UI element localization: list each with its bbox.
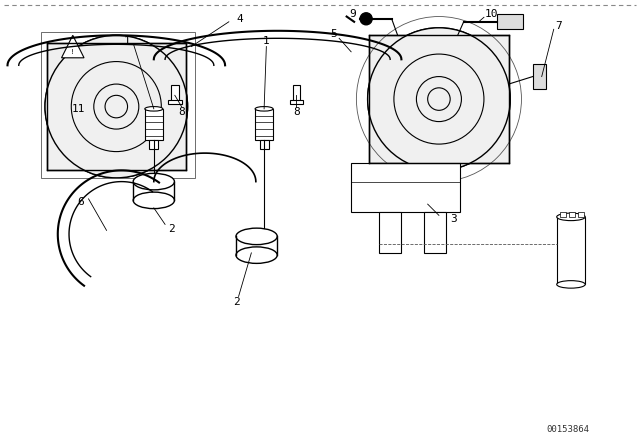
- Text: 11: 11: [72, 104, 86, 114]
- Bar: [145, 109, 163, 140]
- Text: 7: 7: [556, 22, 563, 31]
- Bar: [560, 212, 566, 217]
- Bar: [260, 140, 269, 149]
- Bar: [171, 85, 179, 101]
- Ellipse shape: [145, 107, 163, 111]
- Text: 8: 8: [293, 107, 300, 117]
- Text: 3: 3: [451, 214, 458, 224]
- Text: 00153864: 00153864: [546, 426, 589, 435]
- Text: 2: 2: [233, 297, 240, 306]
- Text: 9: 9: [349, 9, 356, 19]
- Text: 5: 5: [330, 29, 337, 39]
- Ellipse shape: [236, 247, 277, 263]
- Text: 8: 8: [178, 107, 185, 117]
- Bar: [47, 43, 186, 170]
- Ellipse shape: [557, 280, 585, 288]
- Text: 1: 1: [124, 36, 131, 46]
- Ellipse shape: [236, 228, 277, 245]
- Bar: [532, 64, 546, 89]
- Text: !: !: [71, 49, 74, 55]
- Bar: [379, 211, 401, 253]
- Text: 10: 10: [484, 9, 498, 19]
- Bar: [168, 100, 182, 104]
- Text: 2: 2: [168, 224, 175, 234]
- Bar: [569, 212, 575, 217]
- Text: 4: 4: [237, 14, 243, 24]
- Bar: [424, 211, 447, 253]
- Bar: [557, 217, 585, 284]
- Polygon shape: [61, 35, 84, 58]
- Circle shape: [360, 13, 372, 25]
- Bar: [41, 31, 195, 178]
- Circle shape: [45, 35, 188, 178]
- Bar: [290, 100, 303, 104]
- Ellipse shape: [133, 173, 175, 190]
- Bar: [149, 140, 158, 149]
- Ellipse shape: [255, 107, 273, 111]
- Bar: [255, 109, 273, 140]
- Text: 6: 6: [77, 197, 84, 207]
- Bar: [578, 212, 584, 217]
- Bar: [351, 163, 460, 211]
- Bar: [292, 85, 300, 101]
- Bar: [497, 14, 523, 29]
- Circle shape: [367, 28, 510, 170]
- Ellipse shape: [133, 192, 175, 209]
- Ellipse shape: [557, 213, 585, 220]
- Bar: [369, 35, 509, 163]
- Text: 1: 1: [263, 36, 269, 46]
